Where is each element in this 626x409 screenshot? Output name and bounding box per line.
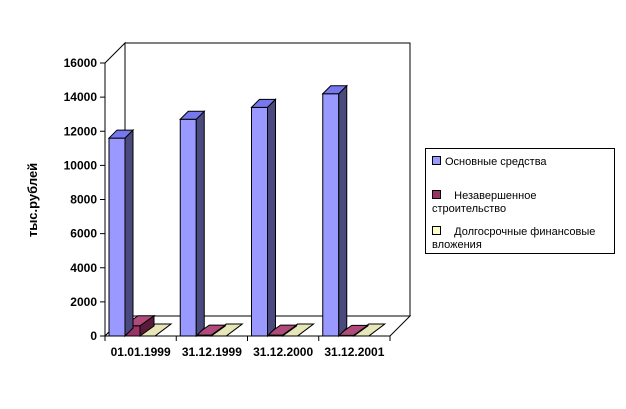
legend-swatch-icon: [432, 190, 441, 199]
bar-0-3: [321, 84, 348, 338]
legend-item-investments: Долгосрочные финансовые вложения: [432, 226, 595, 252]
legend-swatch-icon: [432, 226, 441, 235]
legend-item-fixed-assets: Основные средства: [432, 156, 547, 169]
chart-bars: [107, 84, 387, 338]
bar-top: [336, 324, 370, 336]
bar-front: [251, 106, 268, 337]
bar-top: [179, 110, 206, 120]
bar-0-0: [107, 128, 135, 338]
legend-item-construction: Незавершенное строительство: [432, 190, 536, 216]
y-tick-label: 0: [90, 329, 97, 343]
bar-top: [193, 324, 227, 336]
legend-swatch-icon: [432, 156, 441, 165]
x-tick-label: 31.12.1999: [182, 345, 242, 359]
bar-top: [107, 129, 135, 139]
bar-1-1: [193, 324, 227, 337]
y-tick-label: 10000: [64, 158, 98, 172]
y-tick-label: 8000: [70, 193, 97, 207]
legend-label: Незавершенное строительство: [432, 190, 537, 215]
chart-legend: Основные средства Незавершенное строител…: [425, 148, 615, 254]
bar-top: [321, 85, 348, 95]
y-tick-label: 14000: [64, 90, 98, 104]
x-tick-label: 01.01.1999: [111, 345, 171, 359]
y-tick-label: 6000: [70, 227, 97, 241]
bar-side: [195, 110, 205, 338]
bar-front: [322, 93, 340, 337]
bar-side: [338, 84, 348, 338]
bar-top: [250, 98, 277, 108]
bar-side: [267, 98, 276, 338]
x-tick-label: 31.12.2000: [253, 345, 313, 359]
bar-1-3: [336, 324, 370, 337]
y-tick-label: 12000: [64, 124, 98, 138]
bar-front: [108, 137, 126, 337]
bar-top: [264, 324, 299, 336]
legend-label: Долгосрочные финансовые вложения: [432, 226, 596, 251]
bar-1-2: [264, 324, 299, 337]
y-tick-label: 4000: [70, 261, 97, 275]
y-tick-label: 16000: [64, 56, 98, 70]
y-axis-ticks: 0 2000 4000 6000 8000 10000 12000 14000 16000: [64, 56, 105, 343]
bar-0-1: [179, 110, 206, 338]
bar-front: [179, 118, 197, 337]
bar-0-2: [250, 98, 277, 338]
bar-2-1: [208, 323, 244, 337]
y-axis-label: тыс.рублей: [25, 163, 40, 237]
legend-label: Основные средства: [445, 156, 547, 168]
x-axis-ticks: 01.01.1999 31.12.1999 31.12.2000 31.12.2001: [104, 336, 391, 359]
y-tick-label: 2000: [70, 295, 97, 309]
bar-side: [124, 128, 134, 338]
x-tick-label: 31.12.2001: [324, 345, 384, 359]
